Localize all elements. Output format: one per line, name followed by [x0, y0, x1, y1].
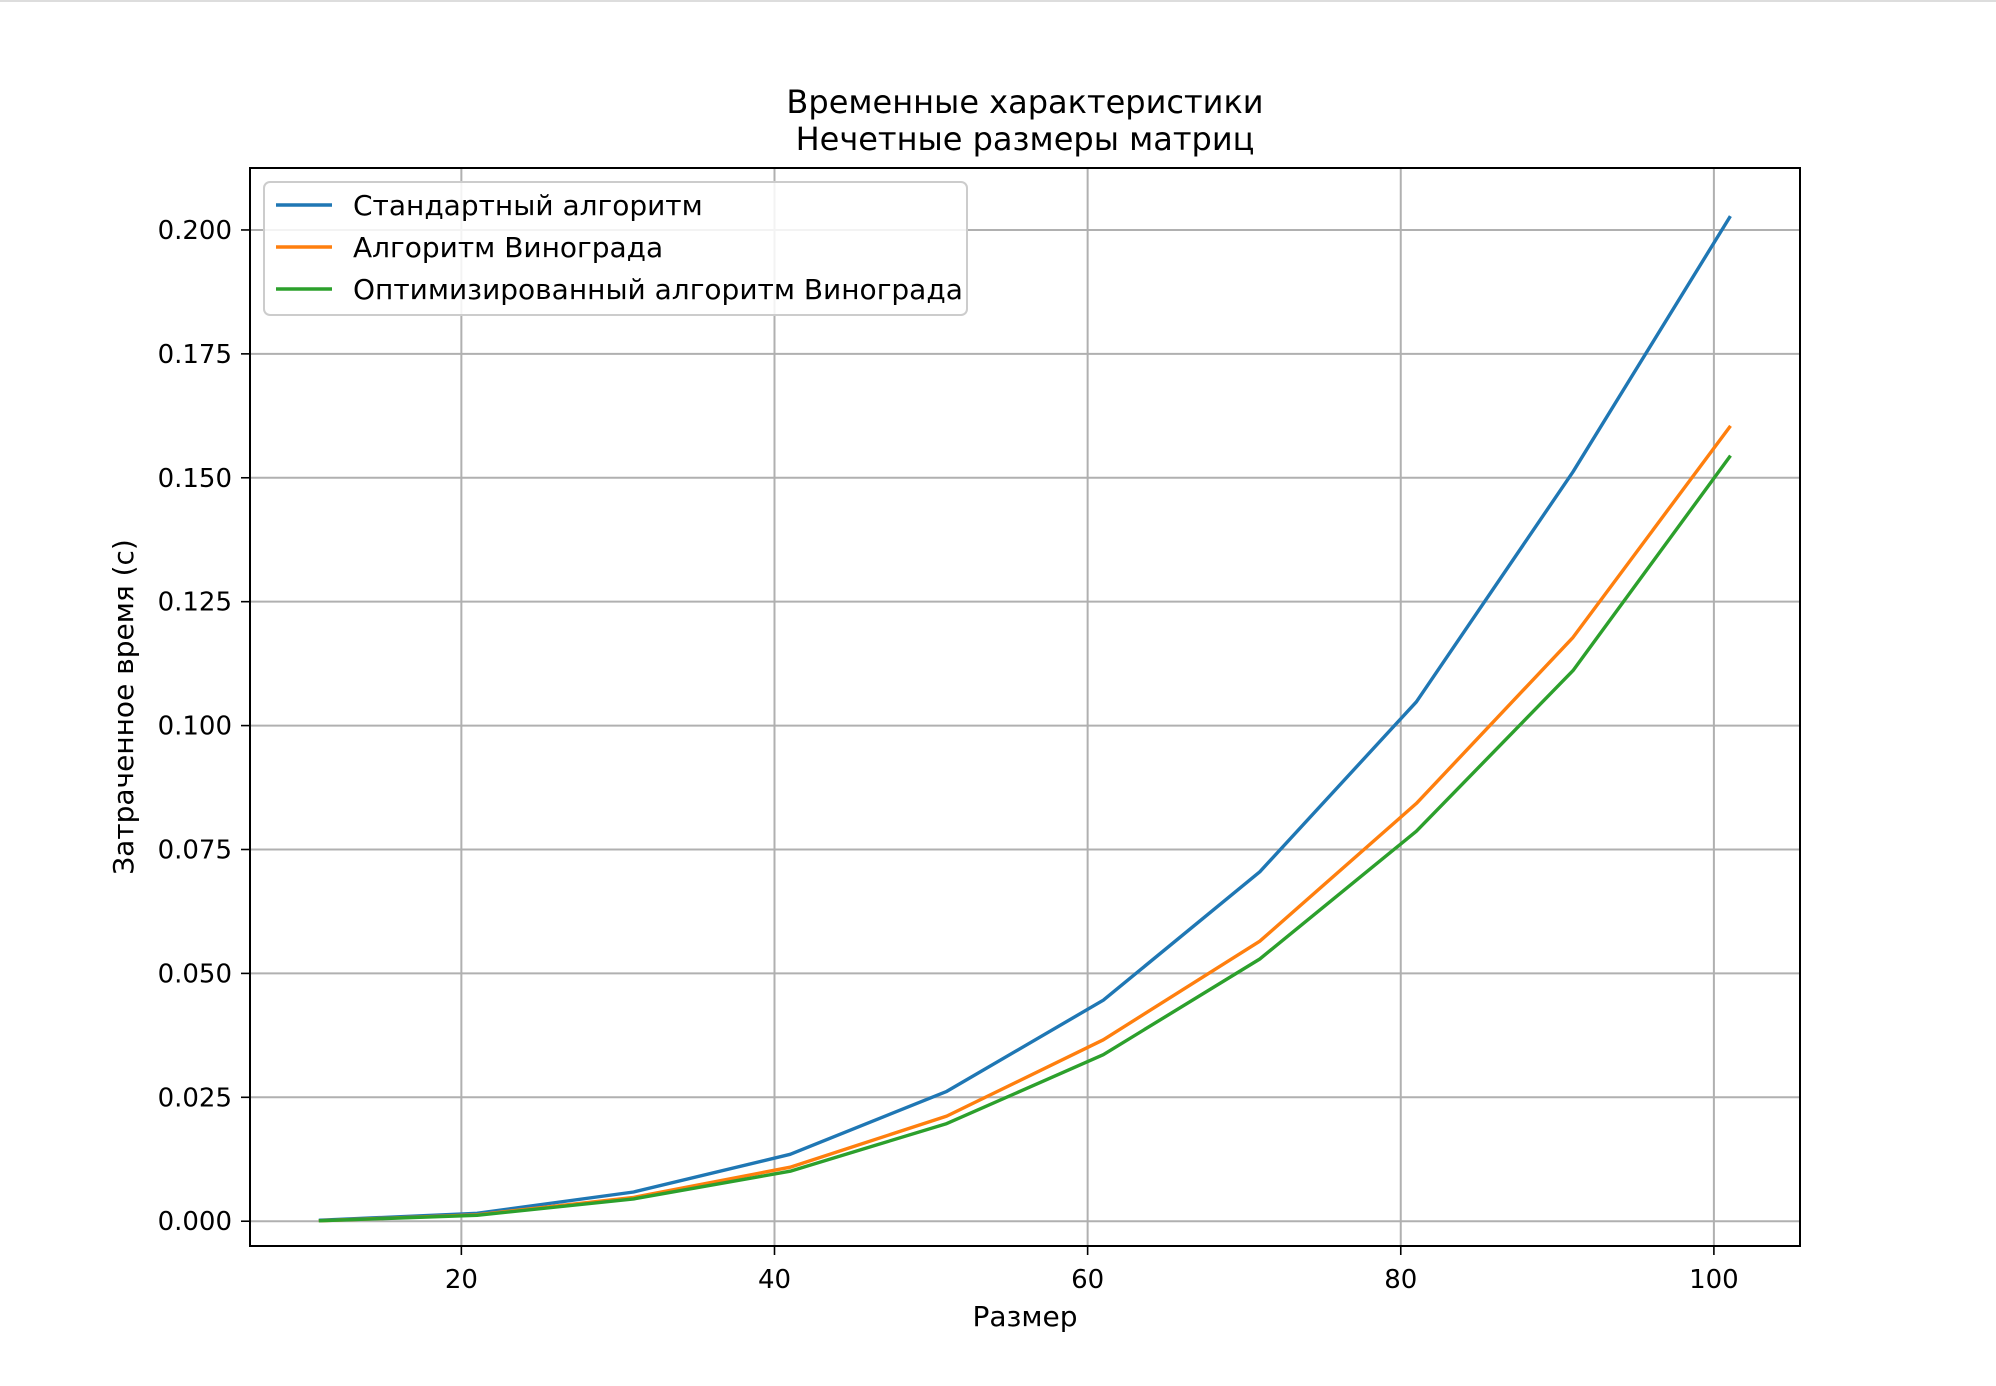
legend-label: Алгоритм Винограда [353, 231, 663, 264]
x-tick-label: 80 [1384, 1265, 1417, 1295]
y-tick-label: 0.075 [158, 835, 232, 865]
plot-area-frame [249, 167, 1801, 1247]
grid [250, 168, 1800, 1246]
y-tick-label: 0.100 [158, 712, 232, 742]
y-tick-label: 0.050 [158, 959, 232, 989]
y-tick-label: 0.125 [158, 588, 232, 618]
chart-title-line-1: Временные характеристики [786, 83, 1263, 121]
chart-title-line-2: Нечетные размеры матриц [796, 120, 1255, 158]
legend-box [263, 181, 968, 316]
x-axis-label: Размер [972, 1300, 1077, 1333]
series-line-3 [318, 454, 1732, 1223]
series-line-1 [318, 215, 1732, 1222]
x-tick-label: 20 [445, 1265, 478, 1295]
y-tick-label: 0.000 [158, 1207, 232, 1237]
y-tick-label: 0.175 [158, 340, 232, 370]
legend: Стандартный алгоритм Алгоритм Винограда Оп… [263, 181, 968, 316]
x-tick-label: 40 [758, 1265, 791, 1295]
x-tick-label: 100 [1689, 1265, 1739, 1295]
legend-label: Стандартный алгоритм [353, 189, 703, 222]
series-lines [318, 215, 1732, 1223]
y-axis-label: Затраченное время (с) [107, 539, 140, 875]
top-border [0, 0, 1996, 2]
y-tick-label: 0.025 [158, 1083, 232, 1113]
axis-ticks: 20 40 60 80 100 0.000 0.025 0.050 0.075 0.100 0.12… [158, 216, 1739, 1295]
y-tick-label: 0.200 [158, 216, 232, 246]
x-tick-label: 60 [1071, 1265, 1104, 1295]
legend-label: Оптимизированный алгоритм Винограда [353, 273, 963, 306]
y-tick-label: 0.150 [158, 464, 232, 494]
